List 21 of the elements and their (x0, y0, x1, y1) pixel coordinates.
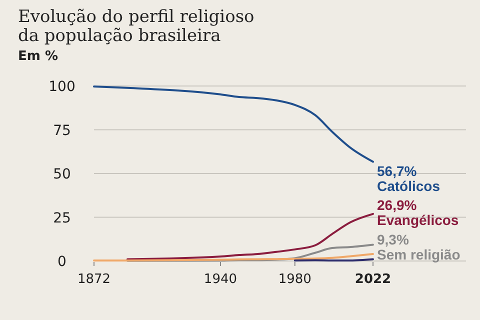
y-tick-label: 100 (48, 79, 76, 95)
y-tick-label: 75 (53, 122, 71, 139)
line-series (126, 212, 374, 260)
y-tick-label: 50 (53, 166, 71, 182)
x-tick-label: 2022 (354, 272, 392, 287)
series-label: Sem religião (377, 246, 460, 263)
data-label: 9,3% (377, 232, 410, 248)
y-tick-label: 0 (58, 254, 66, 270)
chart-title: Evolução do perfil religioso da população brasileira (18, 7, 254, 46)
line-series (93, 253, 374, 262)
series-label: Católicos (377, 178, 440, 194)
data-label: 26,9% (377, 196, 418, 213)
chart-subtitle: Em % (18, 49, 58, 64)
x-tick-label: 1872 (77, 272, 111, 287)
x-tick-label: 1940 (204, 272, 238, 287)
line-series (93, 86, 374, 163)
x-tick-label: 1980 (278, 272, 312, 287)
data-label: 56,7% (377, 162, 418, 179)
line-series (126, 244, 374, 262)
series-label: Evangélicos (377, 212, 459, 228)
y-tick-label: 25 (53, 210, 71, 226)
